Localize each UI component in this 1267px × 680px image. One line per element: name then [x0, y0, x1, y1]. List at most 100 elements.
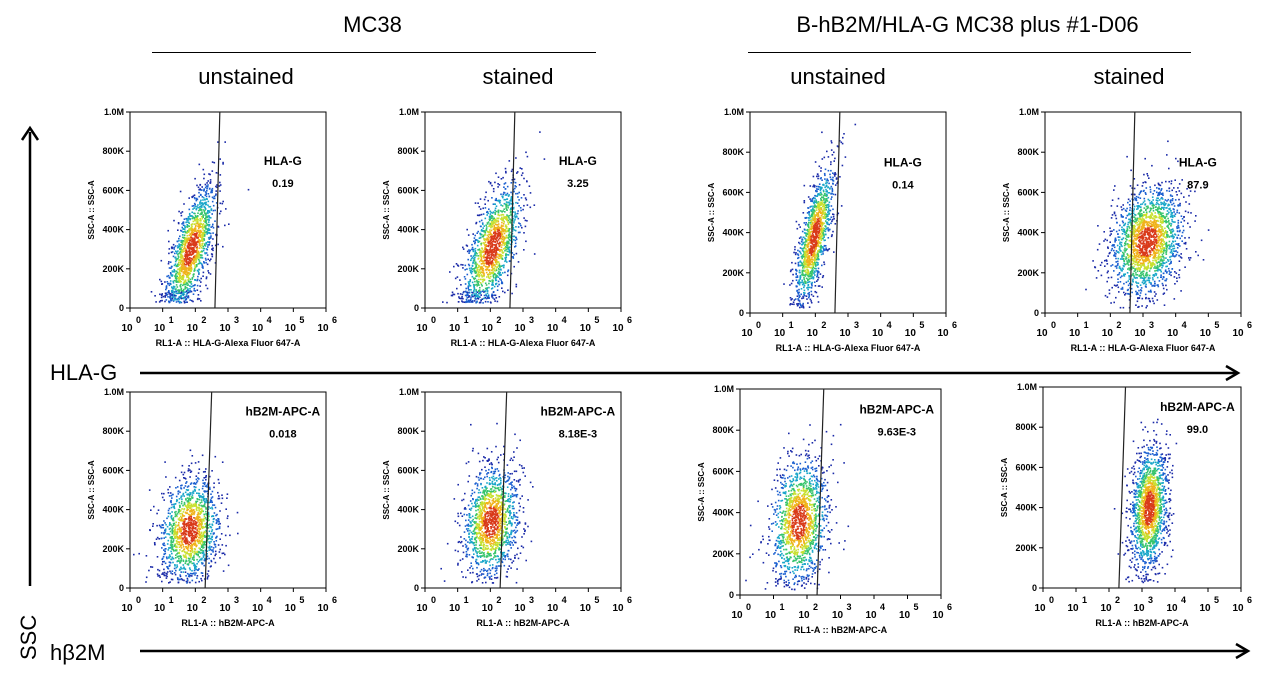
- event-dot: [202, 203, 204, 206]
- event-dot: [494, 231, 497, 233]
- event-dot: [182, 240, 185, 242]
- event-dot: [795, 276, 797, 279]
- event-dot: [502, 218, 504, 220]
- event-dot: [809, 260, 812, 262]
- event-dot: [519, 167, 522, 169]
- event-dot: [498, 199, 500, 202]
- event-dot: [201, 189, 203, 191]
- event-dot: [480, 251, 483, 254]
- event-dot: [200, 300, 202, 302]
- event-dot: [182, 268, 184, 271]
- event-dot: [521, 172, 524, 174]
- event-dot: [186, 275, 188, 277]
- event-dot: [192, 275, 195, 278]
- event-dot: [165, 288, 167, 291]
- event-dot: [493, 244, 496, 246]
- event-dot: [505, 216, 507, 218]
- event-dot: [500, 255, 502, 257]
- event-dot: [198, 251, 200, 254]
- event-dot: [504, 229, 507, 231]
- event-dot: [822, 205, 824, 208]
- event-dot: [802, 247, 805, 250]
- event-dot: [504, 246, 507, 248]
- event-dot: [492, 267, 494, 270]
- event-dot: [802, 274, 804, 277]
- event-dot: [1104, 294, 1107, 297]
- event-dot: [192, 293, 195, 295]
- event-dot: [515, 213, 517, 215]
- event-dot: [798, 279, 800, 281]
- event-dot: [169, 280, 172, 282]
- event-dot: [1156, 197, 1158, 199]
- event-dot: [492, 218, 494, 220]
- event-dot: [186, 225, 188, 228]
- event-dot: [181, 251, 183, 254]
- event-dot: [466, 268, 468, 270]
- event-dot: [183, 231, 185, 233]
- event-dot: [474, 262, 476, 265]
- event-dot: [491, 250, 493, 253]
- event-dot: [822, 209, 825, 212]
- event-dot: [488, 286, 490, 289]
- event-dot: [468, 252, 470, 254]
- event-dot: [1151, 285, 1153, 287]
- event-dot: [1142, 220, 1144, 222]
- event-dot: [476, 279, 478, 282]
- event-dot: [181, 292, 183, 294]
- event-dot: [812, 269, 814, 271]
- event-dot: [801, 281, 804, 283]
- event-dot: [192, 216, 195, 219]
- event-dot: [807, 286, 809, 288]
- event-dot: [503, 240, 505, 242]
- event-dot: [517, 261, 520, 263]
- event-dot: [165, 285, 168, 287]
- event-dot: [523, 194, 525, 196]
- event-dot: [489, 259, 491, 261]
- x-tick-base: 10: [219, 323, 231, 334]
- event-dot: [203, 239, 206, 241]
- event-dot: [509, 202, 511, 204]
- event-dot: [493, 256, 495, 258]
- x-tick-power: 3: [529, 315, 534, 325]
- event-dot: [820, 228, 822, 231]
- event-dot: [1157, 182, 1160, 185]
- event-dot: [182, 224, 185, 226]
- event-dot: [194, 233, 197, 235]
- event-dot: [807, 207, 810, 209]
- event-dot: [813, 245, 816, 248]
- event-dot: [196, 198, 199, 201]
- event-dot: [210, 189, 213, 191]
- event-dot: [461, 301, 464, 303]
- event-dot: [450, 294, 453, 297]
- event-dot: [1148, 249, 1151, 252]
- event-dot: [500, 230, 502, 233]
- event-dot: [817, 278, 819, 281]
- event-dot: [175, 281, 178, 283]
- event-dot: [182, 231, 184, 233]
- event-dot: [1140, 287, 1143, 289]
- event-dot: [501, 218, 503, 220]
- event-dot: [485, 248, 488, 250]
- event-dot: [823, 234, 825, 237]
- event-dot: [493, 224, 495, 227]
- event-dot: [493, 235, 496, 238]
- event-dot: [811, 241, 813, 244]
- event-dot: [817, 263, 819, 266]
- event-dot: [201, 227, 204, 230]
- event-dot: [805, 282, 807, 285]
- event-dot: [805, 234, 807, 236]
- event-dot: [519, 231, 521, 234]
- event-dot: [188, 258, 190, 260]
- event-dot: [216, 186, 218, 189]
- event-dot: [1137, 196, 1140, 199]
- event-dot: [825, 228, 827, 231]
- event-dot: [192, 195, 195, 197]
- event-dot: [176, 271, 179, 274]
- event-dot: [814, 197, 816, 200]
- event-dot: [505, 218, 507, 220]
- event-dot: [203, 238, 205, 240]
- event-dot: [172, 285, 175, 288]
- event-dot: [472, 248, 475, 251]
- event-dot: [489, 182, 492, 185]
- event-dot: [811, 269, 813, 272]
